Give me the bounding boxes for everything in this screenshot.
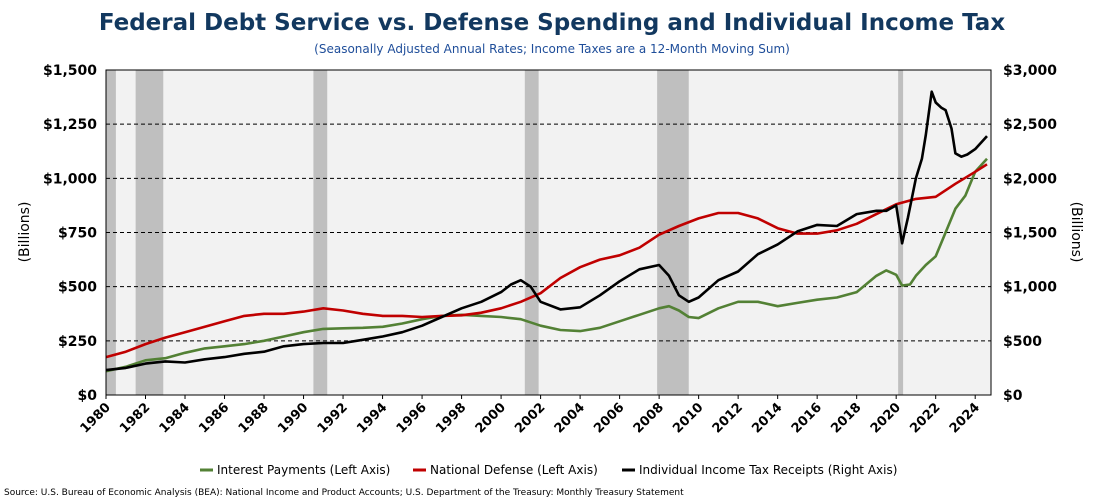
recession-band: [524, 70, 539, 395]
right-tick-label: $2,000: [1003, 171, 1057, 187]
right-tick-label: $500: [1003, 334, 1042, 350]
x-tick-label: 2008: [631, 400, 667, 436]
legend-label: Interest Payments (Left Axis): [217, 463, 390, 477]
chart-subtitle: (Seasonally Adjusted Annual Rates; Incom…: [314, 42, 790, 56]
x-axis-ticks: 1980 1982 1984 1986 1988 1990 1992 1994 1996 1998…: [78, 395, 983, 436]
x-tick-label: 2018: [828, 400, 864, 436]
left-tick-label: $1,000: [43, 171, 97, 187]
legend: Interest Payments (Left Axis) National De…: [200, 463, 897, 477]
x-tick-label: 2000: [473, 400, 509, 436]
x-tick-label: 1994: [354, 400, 390, 436]
x-tick-label: 1998: [433, 400, 469, 436]
source-note: Source: U.S. Bureau of Economic Analysis…: [4, 488, 684, 498]
series-line-2: [105, 163, 988, 359]
right-tick-label: $3,000: [1003, 63, 1057, 79]
left-axis-label: (Billions): [17, 202, 33, 263]
x-tick-label: 2014: [749, 400, 785, 436]
x-tick-label: 1980: [78, 400, 114, 436]
x-tick-label: 2010: [670, 400, 706, 436]
x-tick-label: 2012: [710, 400, 746, 436]
plot-border: [105, 69, 992, 396]
x-tick-label: 1996: [394, 400, 430, 436]
x-tick-label: 1986: [196, 400, 232, 436]
left-tick-label: $1,500: [43, 63, 97, 79]
right-tick-label: $2,500: [1003, 117, 1057, 133]
right-tick-label: $1,000: [1003, 280, 1057, 296]
x-tick-label: 2020: [868, 400, 904, 436]
right-tick-label: $1,500: [1003, 226, 1057, 242]
left-axis-ticks: $0 $250 $500 $750 $1,000 $1,250 $1,500: [43, 63, 97, 404]
gridlines: [106, 123, 991, 342]
recession-band: [106, 70, 116, 395]
series-lines: [105, 90, 988, 373]
right-axis-ticks: $0 $500 $1,000 $1,500 $2,000 $2,500 $3,000: [1003, 63, 1057, 404]
x-tick-label: 1988: [236, 400, 272, 436]
x-tick-label: 2024: [947, 400, 983, 436]
left-tick-label: $0: [78, 388, 98, 404]
series-line-3: [105, 90, 988, 372]
legend-label: Individual Income Tax Receipts (Right Ax…: [639, 463, 897, 477]
x-tick-label: 2016: [789, 400, 825, 436]
legend-label: National Defense (Left Axis): [430, 463, 598, 477]
x-tick-label: 1984: [157, 400, 193, 436]
left-tick-label: $750: [58, 226, 97, 242]
x-tick-label: 1982: [117, 400, 153, 436]
x-tick-label: 2022: [907, 400, 943, 436]
x-tick-label: 1992: [315, 400, 351, 436]
left-tick-label: $250: [58, 334, 97, 350]
right-tick-label: $0: [1003, 388, 1023, 404]
x-tick-label: 2006: [591, 400, 627, 436]
right-axis-label: (Billions): [1068, 202, 1084, 263]
chart-title: Federal Debt Service vs. Defense Spendin…: [99, 10, 1006, 36]
series-line-1: [105, 157, 988, 373]
recession-band: [313, 70, 328, 395]
x-tick-label: 2004: [552, 400, 588, 436]
left-tick-label: $1,250: [43, 117, 97, 133]
left-tick-label: $500: [58, 280, 97, 296]
x-tick-label: 1990: [275, 400, 311, 436]
x-tick-label: 2002: [512, 400, 548, 436]
